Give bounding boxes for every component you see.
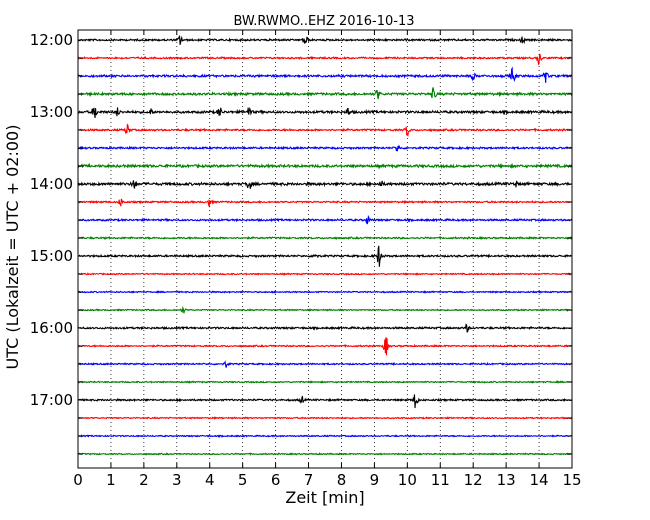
x-tick-label: 5 <box>238 471 248 489</box>
x-axis-label: Zeit [min] <box>285 488 364 507</box>
trace-line <box>77 394 573 409</box>
y-tick-label: 16:00 <box>30 319 73 337</box>
trace-line <box>77 337 573 356</box>
trace-line <box>77 323 573 333</box>
trace-line <box>77 360 573 368</box>
chart-title: BW.RWMO..EHZ 2016-10-13 <box>233 14 414 29</box>
x-tick-label: 8 <box>337 471 347 489</box>
x-tick-label: 12 <box>464 471 483 489</box>
trace-line <box>77 198 573 208</box>
x-tick-label: 9 <box>370 471 380 489</box>
x-tick-label: 15 <box>562 471 581 489</box>
trace-line <box>77 180 573 189</box>
trace-line <box>77 87 573 100</box>
trace-line <box>77 214 573 225</box>
trace-line <box>77 434 573 438</box>
x-tick-label: 7 <box>304 471 314 489</box>
x-tick-label: 10 <box>398 471 417 489</box>
trace-line <box>77 162 573 170</box>
trace-line <box>77 235 573 241</box>
trace-line <box>77 272 572 276</box>
trace-line <box>77 35 573 45</box>
x-tick-label: 11 <box>431 471 450 489</box>
y-axis-label: UTC (Lokalzeit = UTC + 02:00) <box>3 125 22 370</box>
x-tick-label: 6 <box>271 471 281 489</box>
y-tick-label: 12:00 <box>30 31 73 49</box>
x-tick-label: 3 <box>172 471 182 489</box>
trace-line <box>77 452 573 456</box>
trace-line <box>77 106 573 119</box>
trace-line <box>77 305 573 314</box>
x-tick-label: 0 <box>73 471 83 489</box>
x-tick-label: 4 <box>205 471 215 489</box>
x-tick-label: 2 <box>139 471 149 489</box>
x-tick-label: 13 <box>497 471 516 489</box>
trace-line <box>77 53 573 66</box>
trace-line <box>77 66 573 83</box>
trace-line <box>77 245 573 267</box>
x-tick-label: 1 <box>106 471 116 489</box>
trace-line <box>77 290 573 294</box>
x-tick-label: 14 <box>530 471 549 489</box>
y-tick-label: 13:00 <box>30 103 73 121</box>
y-tick-label: 14:00 <box>30 175 73 193</box>
trace-line <box>77 380 573 384</box>
y-axis: 12:00 13:00 14:00 15:00 16:00 17:00 <box>30 31 572 455</box>
trace-line <box>77 123 573 137</box>
trace-line <box>77 144 573 152</box>
y-tick-label: 17:00 <box>30 391 73 409</box>
trace-line <box>77 416 573 420</box>
traces <box>77 35 573 456</box>
x-axis: 0 1 2 3 4 5 6 7 8 9 10 11 12 13 14 15 <box>73 30 582 489</box>
plot-frame <box>77 29 573 469</box>
y-tick-label: 15:00 <box>30 247 73 265</box>
